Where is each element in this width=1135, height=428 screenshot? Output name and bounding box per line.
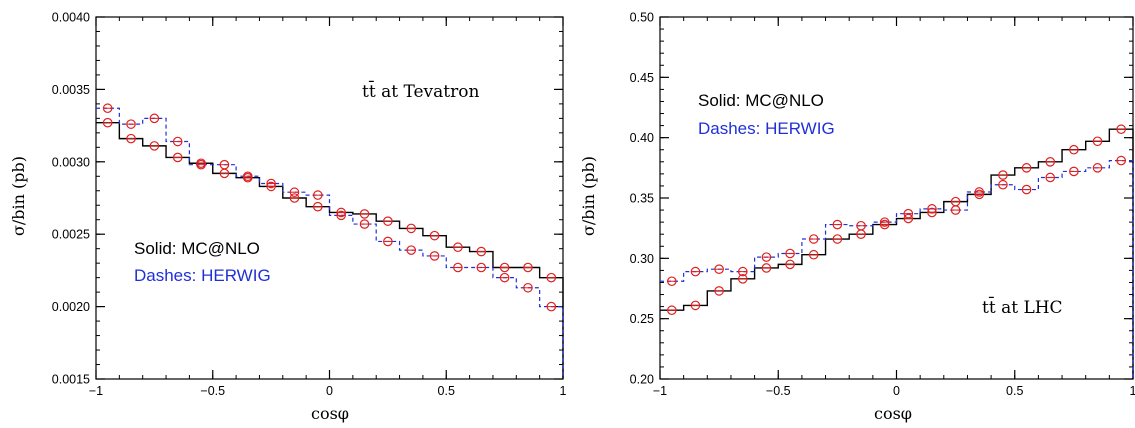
process-annotation: tt̄ at LHC [982,295,1063,318]
y-tick-label: 0.0040 [52,11,90,25]
y-axis-label: σ/bin (pb) [579,156,598,236]
x-tick-label: 0 [326,384,333,398]
y-tick-label: 0.0030 [52,155,90,169]
plot-frame [659,16,1134,380]
y-tick-label: 0.0035 [52,83,90,97]
herwig-histogram [660,159,1134,379]
x-tick-label: 0.5 [438,384,455,398]
x-tick-label: −0.5 [766,384,791,398]
legend-solid: Solid: MC@NLO [698,91,824,110]
x-tick-label: −0.5 [200,384,225,398]
y-tick-label: 0.25 [630,312,654,326]
x-tick-label: −1 [653,384,667,398]
x-tick-label: 0 [893,384,900,398]
x-tick-label: −1 [89,384,103,398]
lhc-panel: cosφ σ/bin (pb) tt̄ at LHC Solid: MC@NLO… [579,11,1135,424]
x-axis-label: cosφ [311,404,349,423]
legend-dashes: Dashes: HERWIG [698,119,835,138]
mcnlo-histogram [660,128,1134,379]
y-tick-label: 0.50 [630,11,654,25]
y-axis-label: σ/bin (pb) [9,156,28,236]
y-tick-label: 0.0020 [52,300,90,314]
y-tick-label: 0.35 [630,192,654,206]
process-annotation: tt̄ at Tevatron [362,79,479,102]
x-tick-label: 1 [1130,384,1135,398]
y-tick-label: 0.0025 [52,228,90,242]
x-tick-label: 0.5 [1006,384,1023,398]
legend-dashes: Dashes: HERWIG [134,266,271,285]
y-tick-label: 0.0015 [52,373,90,387]
y-tick-label: 0.40 [630,131,654,145]
plot-frame [95,16,564,380]
legend-solid: Solid: MC@NLO [134,239,260,258]
x-axis-label: cosφ [874,404,912,423]
y-tick-label: 0.45 [630,71,654,85]
tevatron-panel: cosφ σ/bin (pb) tt̄ at Tevatron Solid: M… [9,11,567,424]
y-tick-label: 0.30 [630,252,654,266]
x-tick-label: 1 [560,384,567,398]
y-tick-label: 0.20 [630,373,654,387]
